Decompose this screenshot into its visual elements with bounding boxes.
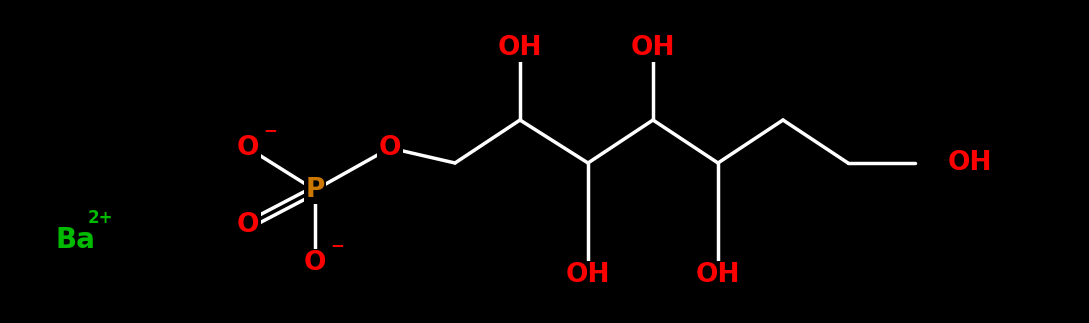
Text: OH: OH — [566, 262, 610, 288]
Text: OH: OH — [498, 35, 542, 61]
Text: O: O — [379, 135, 401, 161]
Text: P: P — [305, 177, 325, 203]
Text: 2+: 2+ — [87, 209, 113, 227]
Text: Ba: Ba — [56, 226, 95, 254]
Text: O: O — [236, 212, 259, 238]
Text: OH: OH — [631, 35, 675, 61]
Text: −: − — [264, 121, 277, 139]
Text: OH: OH — [696, 262, 741, 288]
Text: −: − — [330, 236, 344, 254]
Text: O: O — [304, 250, 327, 276]
Text: O: O — [236, 135, 259, 161]
Text: OH: OH — [949, 150, 992, 176]
